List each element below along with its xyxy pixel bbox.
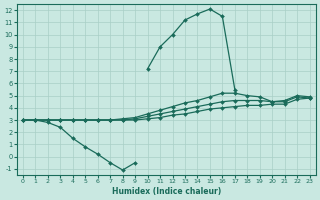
X-axis label: Humidex (Indice chaleur): Humidex (Indice chaleur) [112, 187, 221, 196]
